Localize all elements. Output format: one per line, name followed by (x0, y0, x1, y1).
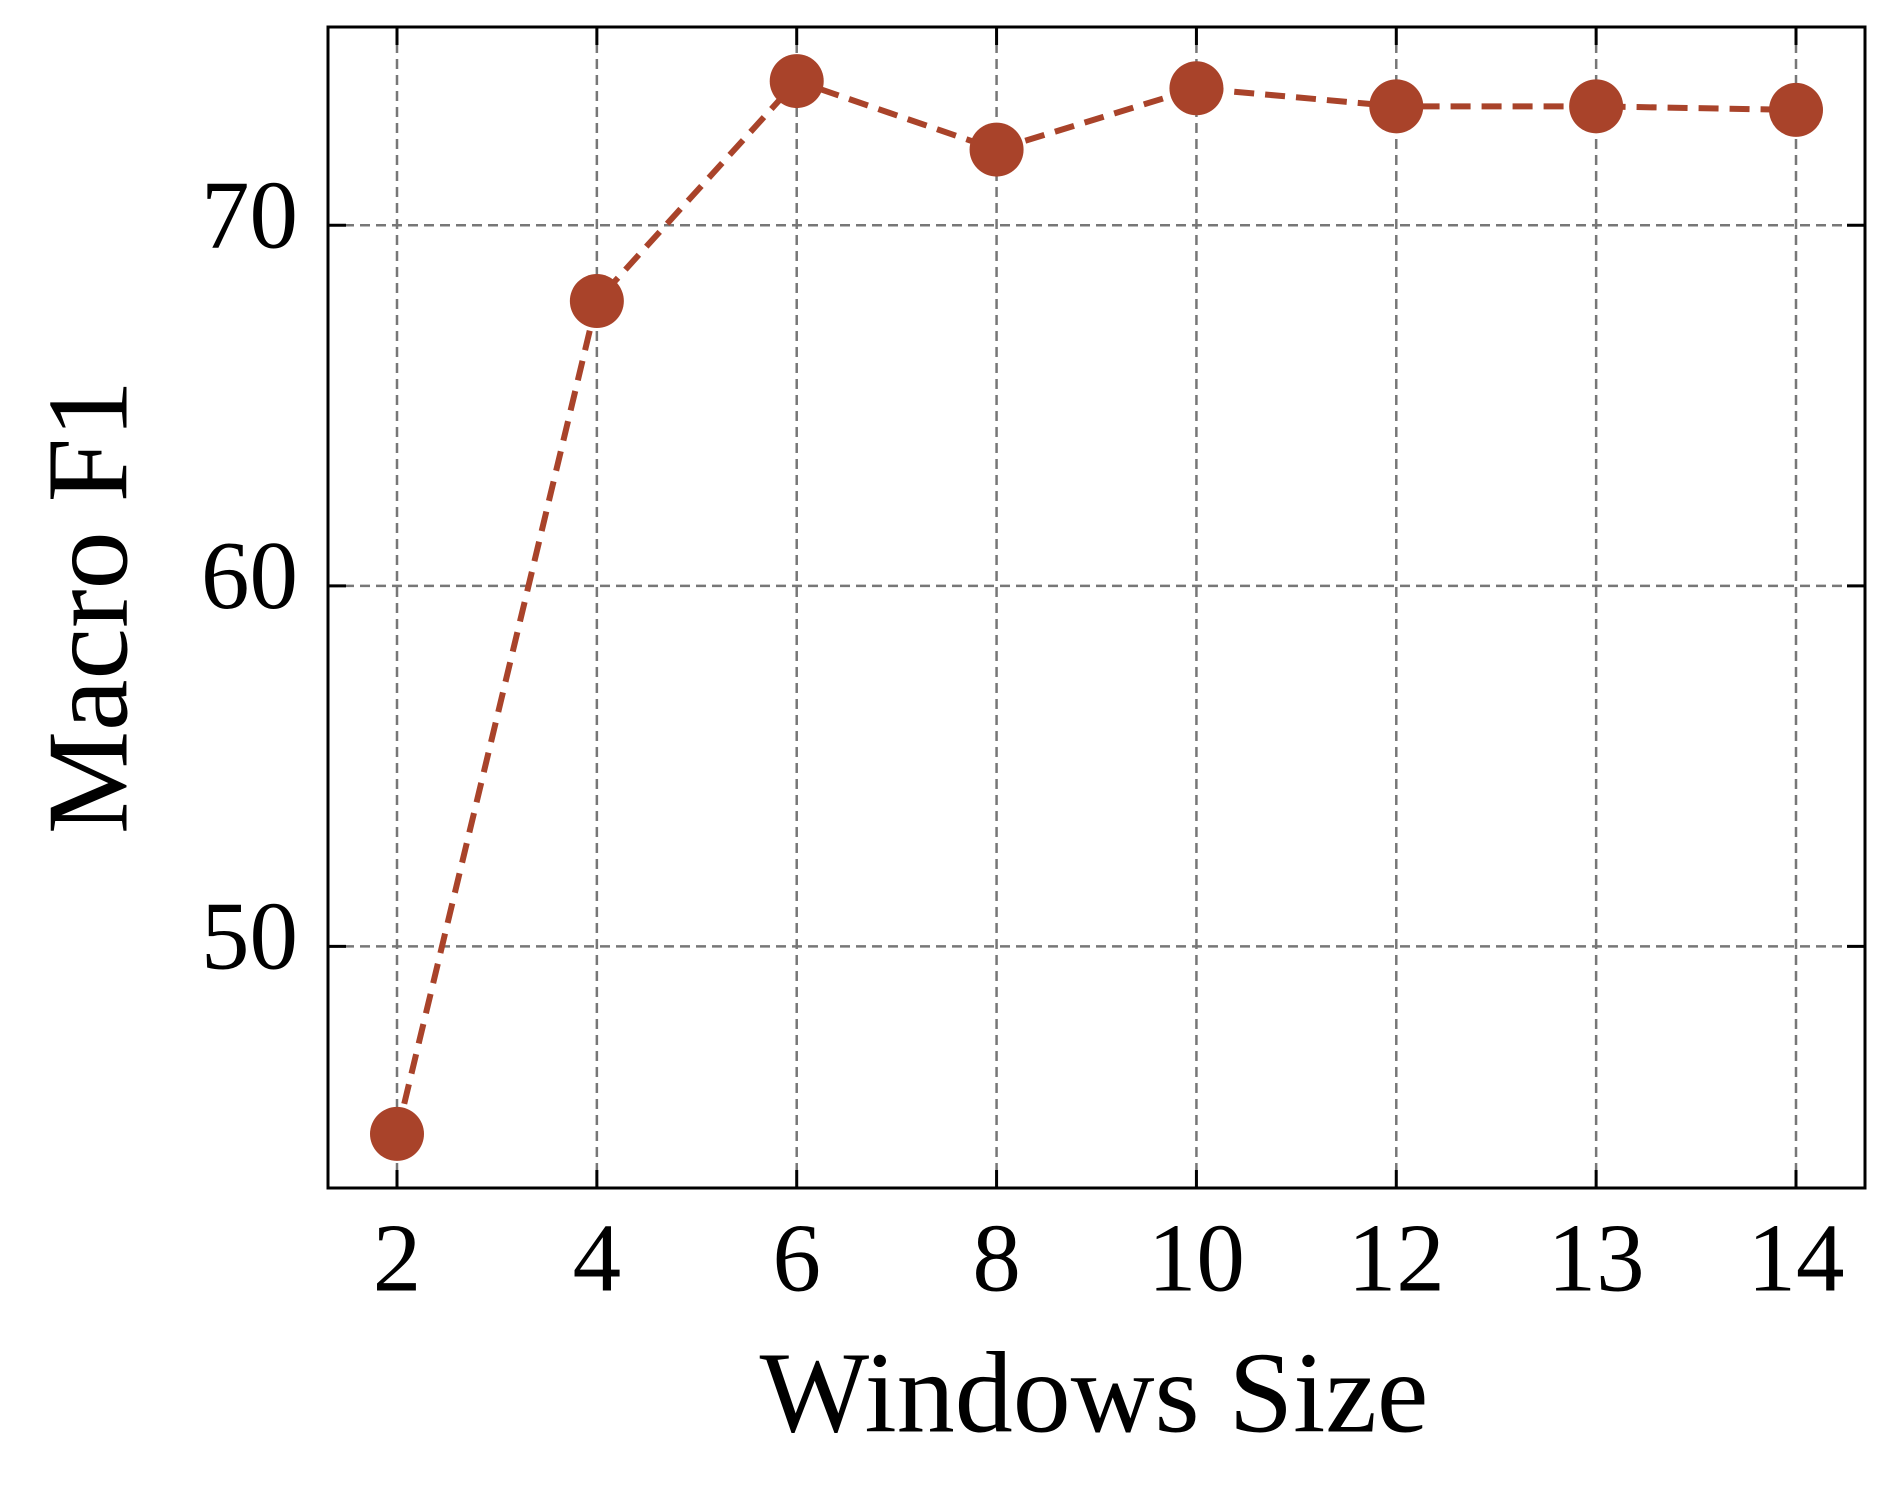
x-tick-label: 12 (1348, 1204, 1445, 1311)
x-axis-label: Windows Size (760, 1330, 1429, 1458)
y-tick-label: 60 (201, 522, 298, 629)
marker (969, 122, 1024, 177)
marker (1169, 61, 1224, 116)
marker (569, 274, 624, 329)
x-tick-label: 14 (1748, 1204, 1845, 1311)
x-tick-label: 10 (1148, 1204, 1245, 1311)
x-tick-label: 4 (573, 1204, 622, 1311)
marker (1769, 82, 1823, 137)
y-tick-label: 70 (201, 162, 298, 269)
y-axis-label: Macro F1 (25, 380, 153, 834)
marker (370, 1106, 424, 1161)
y-tick-label: 50 (201, 883, 298, 990)
marker (1369, 79, 1424, 134)
x-tick-label: 6 (772, 1204, 821, 1311)
line (394, 77, 1797, 1135)
plot-frame (326, 25, 1867, 1190)
marker (1569, 79, 1624, 134)
x-tick-label: 2 (373, 1204, 422, 1311)
x-tick-label: 8 (972, 1204, 1021, 1311)
x-tick-label: 13 (1548, 1204, 1645, 1311)
marker (769, 54, 824, 109)
